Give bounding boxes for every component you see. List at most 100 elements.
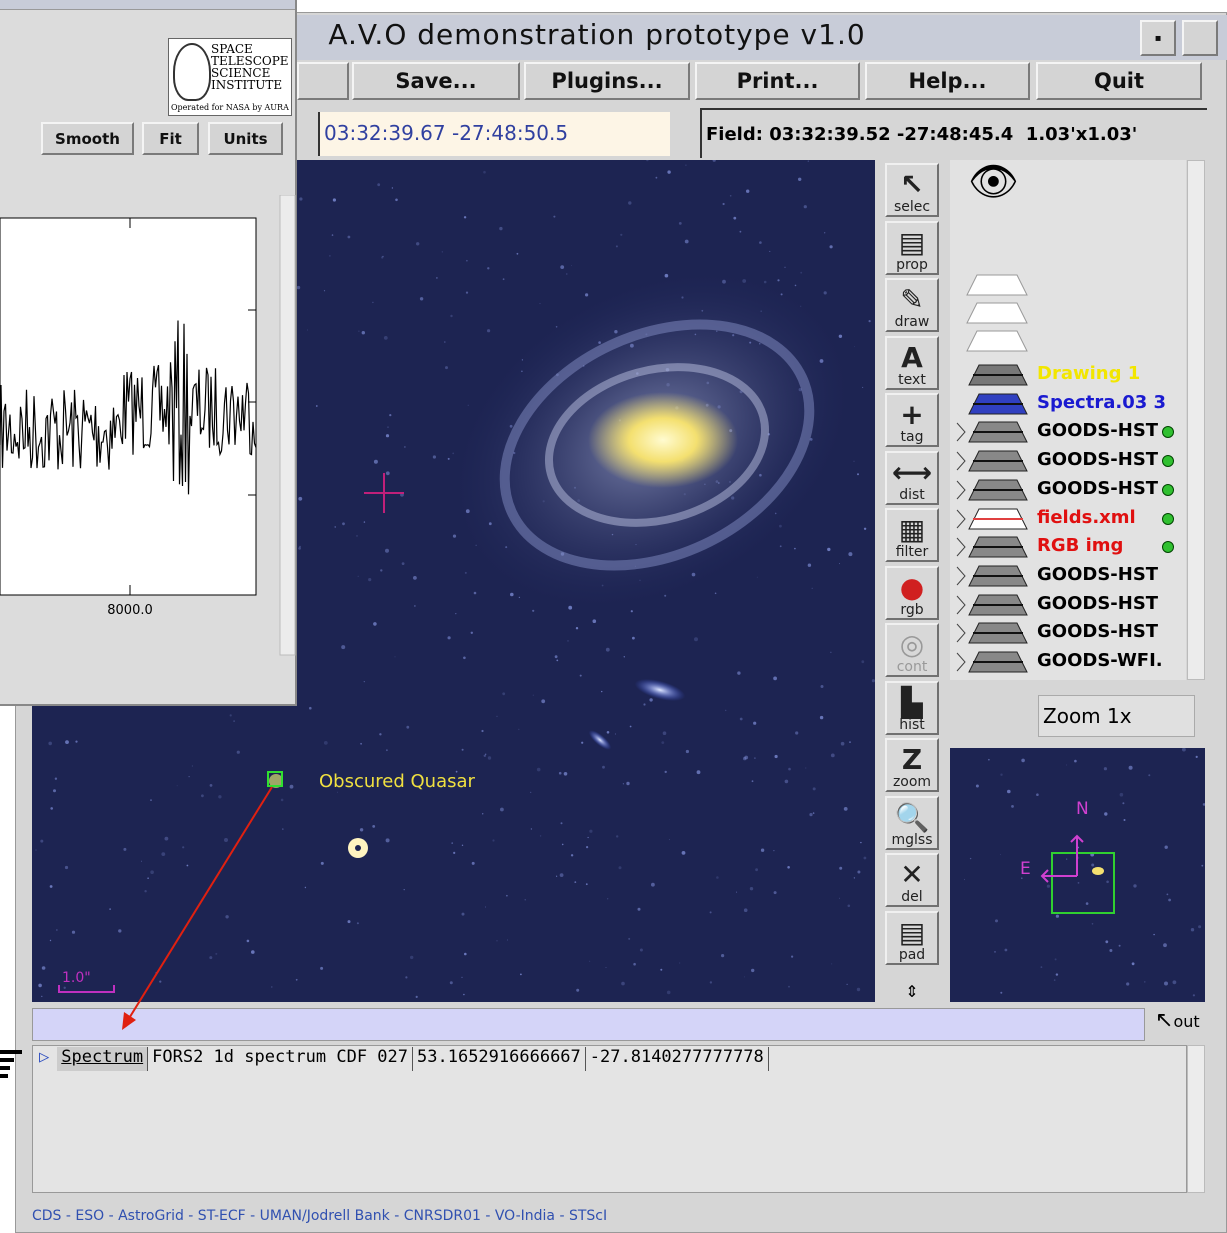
spectrum-button[interactable]: Fit — [142, 122, 199, 155]
tool-icon: ⟷ — [892, 459, 932, 487]
spectrum-plot: 8000.0 — [0, 195, 297, 665]
maximize-button[interactable] — [1182, 20, 1218, 56]
layer-icon[interactable] — [955, 477, 1030, 503]
logo-note: Operated for NASA by AURA — [171, 102, 289, 114]
tool-icon: ◎ — [900, 631, 924, 659]
tool-button[interactable]: ✕del — [885, 853, 939, 907]
tool-icon: ▦ — [899, 516, 925, 544]
tool-label: dist — [899, 487, 925, 503]
layer-icon[interactable] — [955, 419, 1030, 445]
galaxy-core — [588, 392, 738, 488]
tool-icon: ▤ — [899, 919, 925, 947]
layer-icon[interactable] — [955, 534, 1030, 560]
field-info: Field: 03:32:39.52 -27:48:45.4 1.03'x1.0… — [700, 108, 1207, 158]
tool-icon: ✎ — [900, 286, 923, 314]
menu-button[interactable]: Help... — [865, 62, 1030, 100]
menu-button[interactable]: Save... — [352, 62, 520, 100]
tool-icon: ↖ — [900, 171, 923, 199]
layer-name[interactable]: GOODS-HST — [1037, 593, 1185, 614]
coordinate-input[interactable]: 03:32:39.67 -27:48:50.5 — [318, 112, 670, 156]
minimap[interactable]: N E — [950, 748, 1205, 1002]
layer-icon[interactable] — [955, 592, 1030, 618]
spectrum-button[interactable]: Units — [208, 122, 283, 155]
layer-name[interactable]: Drawing 1 — [1037, 363, 1185, 384]
layer-name[interactable]: GOODS-HST — [1037, 564, 1185, 585]
tool-label: zoom — [893, 774, 931, 790]
tool-button[interactable]: ⟷dist — [885, 451, 939, 505]
layer-icon[interactable] — [955, 362, 1030, 388]
layer-icon[interactable] — [955, 649, 1030, 675]
menu-button[interactable] — [297, 62, 349, 100]
layer-icon[interactable] — [955, 620, 1030, 646]
window-title: A.V.O demonstration prototype v1.0 — [297, 18, 897, 51]
results-scrollbar[interactable] — [1187, 1045, 1205, 1193]
tool-icon: 🔍 — [895, 804, 930, 832]
layer-status — [1162, 484, 1174, 496]
annotation: Obscured Quasar — [319, 771, 476, 792]
empty-layers — [965, 270, 1035, 360]
layer-status — [1162, 455, 1174, 467]
tool-button[interactable]: 🔍mglss — [885, 796, 939, 850]
menu-button[interactable]: Print... — [695, 62, 860, 100]
spectrum-scrollbar[interactable] — [280, 195, 295, 655]
tool-button[interactable]: ▤pad — [885, 911, 939, 965]
tool-icon: ✕ — [900, 861, 923, 889]
tool-icon: ▤ — [899, 229, 925, 257]
command-input[interactable] — [32, 1008, 1145, 1041]
tool-button[interactable]: +tag — [885, 393, 939, 447]
zoom-select[interactable]: Zoom 1x — [1038, 695, 1195, 737]
resize-handle[interactable]: ⇕ — [885, 982, 939, 1001]
tool-icon: ● — [900, 574, 924, 602]
tool-label: cont — [897, 659, 928, 675]
minimap-galaxy — [1092, 867, 1104, 875]
tool-label: text — [898, 372, 926, 388]
table-cell: -27.8140277777778 — [586, 1047, 769, 1071]
logo-emblem — [173, 43, 211, 101]
tool-label: hist — [899, 717, 925, 733]
logo: SPACETELESCOPESCIENCEINSTITUTE Operated … — [168, 38, 292, 116]
layer-name[interactable]: Spectra.03 3 — [1037, 392, 1185, 413]
tool-button[interactable]: ▦filter — [885, 508, 939, 562]
expand-icon[interactable]: ▷ — [35, 1047, 57, 1071]
tool-label: selec — [894, 199, 930, 215]
minimize-button[interactable]: ▪ — [1140, 20, 1176, 56]
layer-icon[interactable] — [955, 391, 1030, 417]
footer: CDS - ESO - AstroGrid - ST-ECF - UMAN/Jo… — [32, 1208, 607, 1224]
eye-icon: 👁 — [968, 158, 1019, 205]
tool-label: tag — [901, 429, 924, 445]
page: A.V.O demonstration prototype v1.0 ▪ 03:… — [0, 0, 1227, 1233]
tool-button[interactable]: ↖selec — [885, 163, 939, 217]
star-marker — [355, 845, 361, 851]
layer-icon[interactable] — [955, 506, 1030, 532]
tool-icon: + — [900, 401, 923, 429]
tool-button[interactable]: ✎draw — [885, 278, 939, 332]
layer-scrollbar[interactable] — [1187, 160, 1205, 680]
tool-label: del — [901, 889, 922, 905]
table-cell[interactable]: Spectrum — [57, 1047, 148, 1071]
out-button[interactable]: ↖out — [1155, 1008, 1210, 1043]
tool-button[interactable]: ▤prop — [885, 221, 939, 275]
east-label: E — [1020, 859, 1031, 879]
tool-icon: A — [901, 344, 923, 372]
tool-label: rgb — [900, 602, 923, 618]
layer-icon[interactable] — [955, 448, 1030, 474]
tool-button[interactable]: ◎cont — [885, 623, 939, 677]
tool-label: prop — [896, 257, 928, 273]
zoom-label: Zoom 1x — [1043, 704, 1132, 728]
menu-button[interactable]: Quit — [1036, 62, 1202, 100]
tool-button[interactable]: ●rgb — [885, 566, 939, 620]
tool-icon: ▙ — [901, 689, 923, 717]
tool-icon: Z — [902, 746, 922, 774]
tool-button[interactable]: ▙hist — [885, 681, 939, 735]
table-cell: FORS2 1d spectrum CDF 027 — [148, 1047, 413, 1071]
layer-name[interactable]: GOODS-HST — [1037, 621, 1185, 642]
x-tick-label: 8000.0 — [107, 603, 153, 618]
spectrum-button[interactable]: Smooth — [41, 122, 134, 155]
spectrum-title-bar — [0, 0, 295, 10]
layer-name[interactable]: GOODS-WFI. — [1037, 650, 1185, 671]
menu-button[interactable]: Plugins... — [524, 62, 690, 100]
layer-icon[interactable] — [955, 563, 1030, 589]
